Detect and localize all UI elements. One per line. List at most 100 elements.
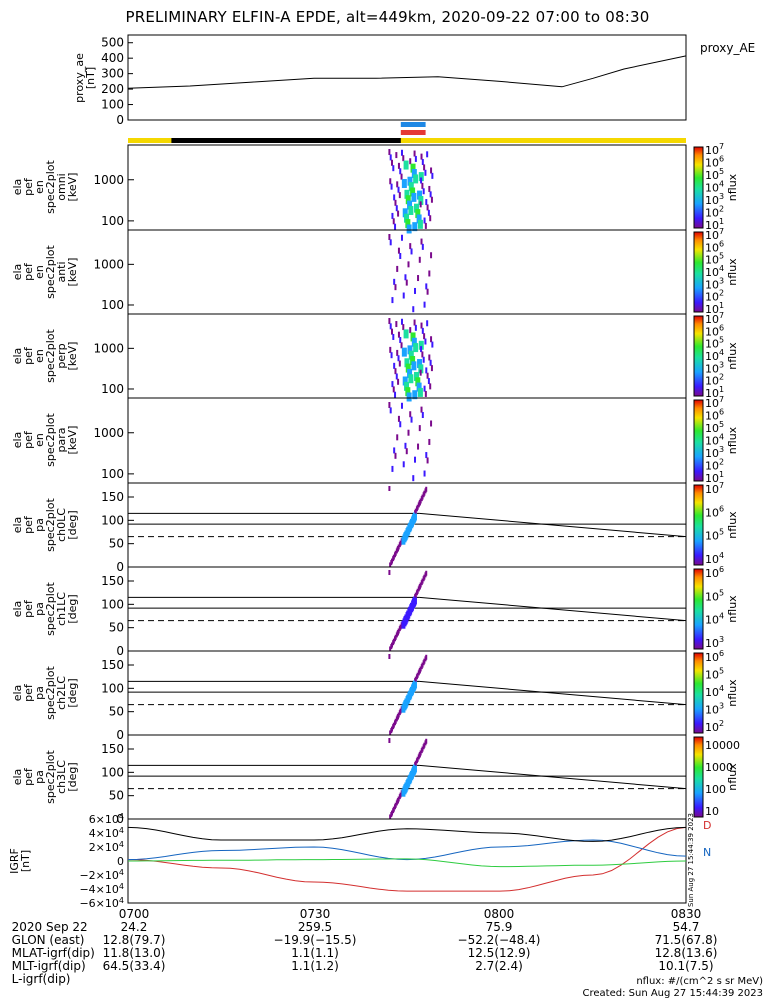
orbit-value: 0800: [484, 907, 515, 921]
perp-cell: [424, 338, 427, 345]
ch3-cell: [425, 738, 428, 744]
para-cell: [402, 461, 405, 468]
para-tick-label: 100: [101, 467, 124, 481]
perp-cell: [407, 368, 413, 378]
ylabel-line: ela: [11, 264, 24, 281]
omni-tick-label: 1000: [93, 173, 124, 187]
para-cell: [396, 434, 399, 441]
ch2-cell: [389, 730, 392, 736]
orbit-value: 54.7: [673, 920, 700, 934]
omni-cell: [410, 163, 416, 173]
perp-cell: [404, 358, 410, 368]
ch2-cell: [425, 654, 428, 660]
perp-cell: [388, 318, 391, 324]
perp-cell: [411, 337, 417, 347]
omni-cell: [407, 200, 413, 210]
para-cell: [393, 447, 396, 454]
para-cell: [410, 416, 413, 423]
para-cbar-tick: 106: [705, 408, 724, 423]
perp-cell: [426, 320, 429, 327]
ch1-cell: [421, 578, 424, 584]
anti-cell: [391, 297, 394, 304]
para-cell: [389, 407, 392, 414]
para-cell: [412, 475, 415, 482]
perp-cell: [393, 362, 396, 369]
omni-cell: [410, 187, 416, 197]
perp-cell: [408, 374, 414, 384]
ch3-tick-label: 0: [116, 812, 124, 826]
orbit-value: 24.2: [121, 920, 148, 934]
row-label: MLAT-igrf(dip): [11, 946, 95, 960]
ch1-cell: [419, 582, 422, 588]
omni-cell: [414, 155, 417, 162]
orbit-value: 0830: [671, 907, 702, 921]
ch3-cell: [423, 742, 426, 748]
orbit-value: 12.8(79.7): [103, 933, 166, 947]
perp-tick-label: 100: [101, 382, 124, 396]
omni-cell: [402, 208, 408, 218]
ch3-cell: [388, 738, 391, 743]
ch2-cell: [388, 654, 391, 659]
para-cell: [391, 465, 394, 472]
omni-cell: [397, 186, 400, 193]
omni-cell: [397, 210, 400, 217]
ylabel-line: pef: [22, 177, 35, 196]
anti-cell: [397, 247, 400, 254]
ch2-cell: [391, 726, 394, 732]
omni-cell: [427, 209, 430, 216]
status-bar-yellow: [128, 138, 686, 143]
ylabel-line: en: [33, 433, 46, 447]
omni-colorbar: [693, 146, 704, 229]
ae-frame: [127, 34, 687, 121]
ch1-cbar-tick: 106: [705, 565, 724, 580]
row-label: MLT-igrf(dip): [11, 959, 86, 973]
ch2-cbar-label: nflux: [726, 679, 739, 707]
ch3-cbar-label: nflux: [726, 763, 739, 791]
ch1-cell: [411, 598, 416, 607]
ylabel-line: [keV]: [66, 173, 79, 202]
anti-cell: [425, 283, 428, 290]
perp-cell: [391, 381, 394, 388]
ae-series-label: proxy_AE: [700, 41, 755, 55]
perp-cell: [413, 343, 419, 353]
perp-cell: [392, 386, 395, 393]
perp-cell: [405, 387, 411, 397]
omni-cell: [415, 209, 421, 219]
anti-cell: [417, 275, 420, 282]
ch1-cell: [389, 646, 392, 652]
ylabel-line: spec2plot: [44, 413, 57, 467]
omni-cell: [394, 199, 397, 206]
omni-cell: [395, 152, 398, 159]
ch1-tick-label: 50: [109, 621, 124, 635]
ch2-cell: [423, 658, 426, 664]
para-cbar-label: nflux: [726, 426, 739, 454]
ch0-frame: [127, 482, 687, 568]
orbit-value: 75.9: [486, 920, 513, 934]
perp-cell: [418, 340, 424, 350]
perp-cell: [427, 378, 430, 385]
ylabel-line: ela: [11, 601, 24, 618]
ch1-cell: [416, 588, 419, 594]
ylabel-line: spec2plot: [44, 666, 57, 720]
ch0-cell: [399, 540, 402, 546]
ylabel-line: ela: [11, 348, 24, 365]
ch3-cell: [403, 784, 408, 793]
perp-cbar-tick: 105: [705, 336, 724, 351]
perp-cell: [402, 324, 405, 331]
anti-cell: [404, 274, 407, 281]
ch1-cell: [423, 574, 426, 580]
ch3-cbar-tick: 10: [705, 805, 719, 818]
ae-line: [127, 55, 687, 89]
ch0-cell: [419, 498, 422, 504]
ch2-cell: [392, 722, 395, 728]
perp-cell: [415, 377, 421, 387]
perp-cell: [408, 350, 414, 360]
ch2-cell: [416, 672, 419, 678]
anti-cell: [402, 292, 405, 299]
omni-cell: [424, 222, 427, 229]
ch2-cbar-tick: 103: [705, 702, 724, 717]
ch2-tick-label: 150: [101, 658, 124, 672]
ch3-cell: [416, 756, 419, 762]
ae-tick-label: 400: [101, 51, 124, 65]
